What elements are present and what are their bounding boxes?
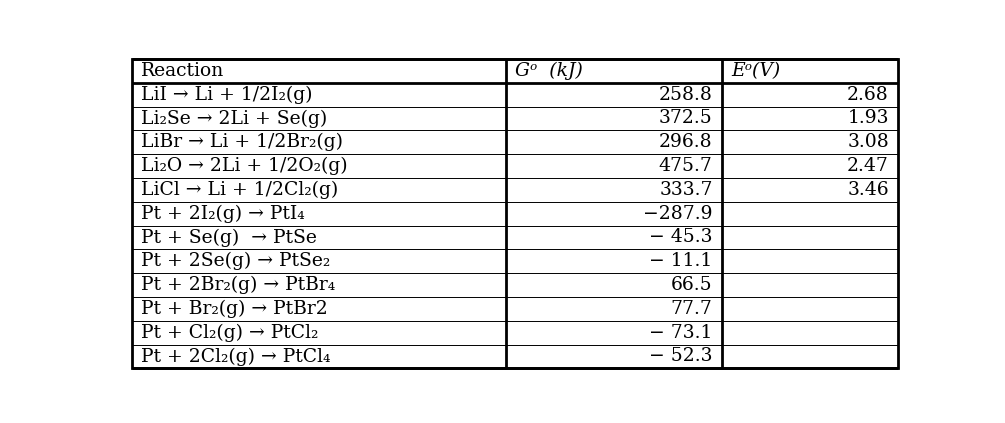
Text: 2.47: 2.47 [847,157,889,175]
Text: 475.7: 475.7 [658,157,713,175]
Text: 372.5: 372.5 [659,110,713,127]
Text: Li₂O → 2Li + 1/2O₂(g): Li₂O → 2Li + 1/2O₂(g) [141,157,348,175]
Text: − 45.3: − 45.3 [649,228,713,247]
Text: 66.5: 66.5 [671,276,713,294]
Text: LiCl → Li + 1/2Cl₂(g): LiCl → Li + 1/2Cl₂(g) [141,181,339,199]
Text: − 11.1: − 11.1 [649,252,713,270]
Text: Pt + 2Se(g) → PtSe₂: Pt + 2Se(g) → PtSe₂ [141,252,331,270]
Text: 296.8: 296.8 [659,133,713,151]
Text: LiBr → Li + 1/2Br₂(g): LiBr → Li + 1/2Br₂(g) [141,133,343,151]
Text: 333.7: 333.7 [659,181,713,199]
Text: Li₂Se → 2Li + Se(g): Li₂Se → 2Li + Se(g) [141,109,328,127]
Text: 1.93: 1.93 [847,110,889,127]
Text: Pt + Cl₂(g) → PtCl₂: Pt + Cl₂(g) → PtCl₂ [141,324,319,342]
Text: − 73.1: − 73.1 [649,324,713,342]
Text: 77.7: 77.7 [670,300,713,318]
Text: LiI → Li + 1/2I₂(g): LiI → Li + 1/2I₂(g) [141,85,313,104]
Text: Pt + Br₂(g) → PtBr2: Pt + Br₂(g) → PtBr2 [141,300,328,318]
Text: Gᵒ  (kJ): Gᵒ (kJ) [516,62,583,80]
Text: − 52.3: − 52.3 [649,347,713,365]
Text: 258.8: 258.8 [658,85,713,104]
Text: Pt + 2Cl₂(g) → PtCl₄: Pt + 2Cl₂(g) → PtCl₄ [141,347,331,365]
Text: 3.08: 3.08 [847,133,889,151]
Text: Pt + 2I₂(g) → PtI₄: Pt + 2I₂(g) → PtI₄ [141,204,305,223]
Text: Pt + 2Br₂(g) → PtBr₄: Pt + 2Br₂(g) → PtBr₄ [141,276,336,294]
Text: Reaction: Reaction [141,62,224,80]
Text: 3.46: 3.46 [847,181,889,199]
Text: Pt + Se(g)  → PtSe: Pt + Se(g) → PtSe [141,228,317,247]
Text: 2.68: 2.68 [847,85,889,104]
Text: −287.9: −287.9 [643,205,713,222]
Text: Eᵒ(V): Eᵒ(V) [732,62,781,80]
